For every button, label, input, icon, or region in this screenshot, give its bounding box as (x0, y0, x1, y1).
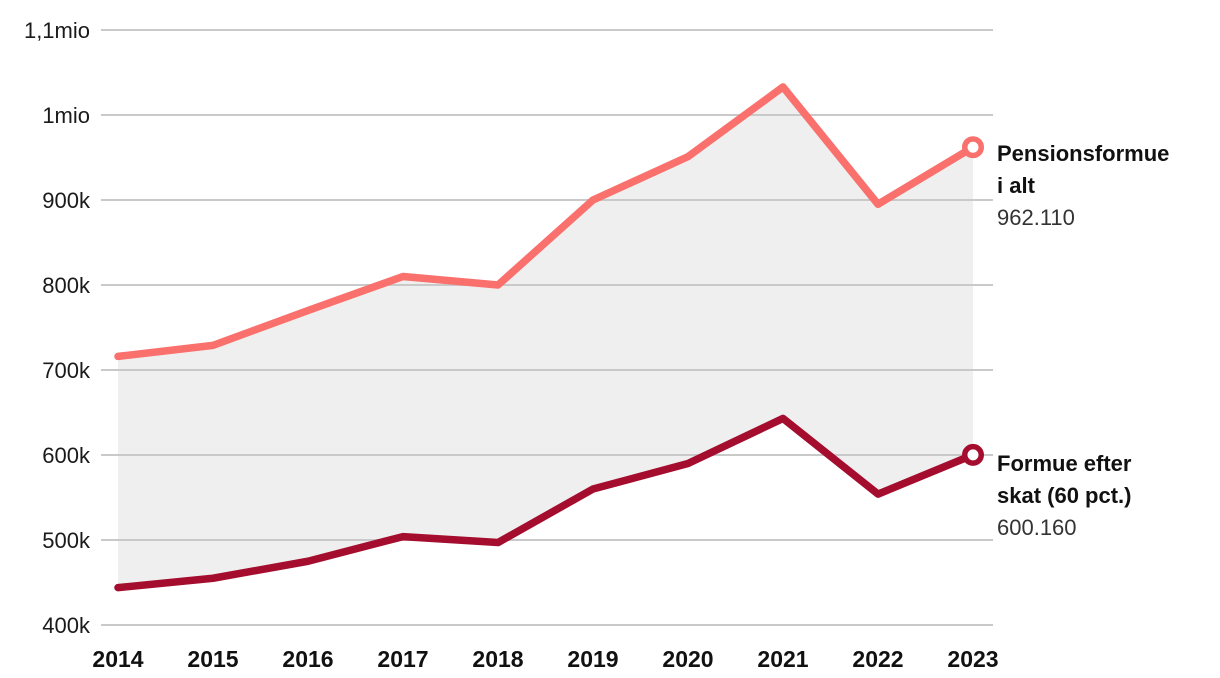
x-axis-tick-label: 2019 (567, 646, 618, 672)
x-axis-tick-label: 2023 (947, 646, 998, 672)
series-line (114, 414, 977, 592)
x-axis-tick-label: 2017 (377, 646, 428, 672)
y-axis-tick-label: 500k (42, 528, 91, 553)
fill-between-area (118, 86, 973, 588)
y-axis-tick-label: 600k (42, 443, 91, 468)
series-name-line-2: skat (60 pct.) (997, 483, 1132, 508)
series-end-value: 962.110 (997, 205, 1075, 230)
series-name-line-1: Formue efter (997, 451, 1132, 476)
series-end-label-pensionsformue: Pensionsformue i alt 962.110 (997, 138, 1217, 234)
x-axis-tick-label: 2018 (472, 646, 523, 672)
y-axis-tick-label: 400k (42, 613, 91, 638)
y-axis-tick-label: 1,1mio (24, 18, 90, 43)
series-name-line-2: i alt (997, 173, 1035, 198)
series-end-value: 600.160 (997, 515, 1077, 540)
x-axis-tick-label: 2015 (187, 646, 238, 672)
series-end-marker (962, 136, 984, 159)
y-axis-tick-label: 900k (42, 188, 91, 213)
y-axis-tick-label: 1mio (42, 103, 90, 128)
y-axis-tick-label: 700k (42, 358, 91, 383)
x-axis-tick-label: 2021 (757, 646, 808, 672)
y-axis-tick-label: 800k (42, 273, 91, 298)
x-axis-tick-label: 2022 (852, 646, 903, 672)
series-end-marker (962, 443, 984, 466)
x-axis-tick-label: 2014 (92, 646, 143, 672)
series-name-line-1: Pensionsformue (997, 141, 1170, 166)
series-line (114, 83, 977, 361)
x-axis-tick-label: 2016 (282, 646, 333, 672)
series-end-label-formue-efter-skat: Formue efter skat (60 pct.) 600.160 (997, 448, 1217, 544)
x-axis-tick-label: 2020 (662, 646, 713, 672)
